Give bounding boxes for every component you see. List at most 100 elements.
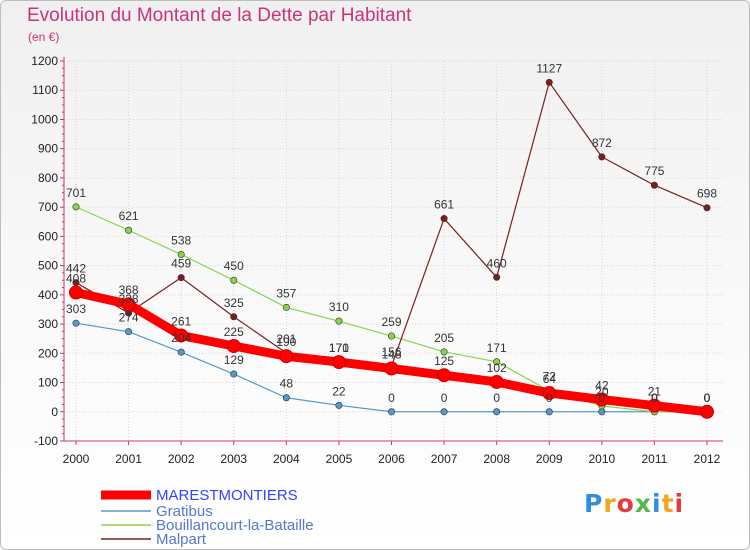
y-tick-label: 0 [51,405,58,419]
data-point [335,401,343,409]
data-label: 661 [434,198,454,212]
y-tick-label: 600 [38,229,58,243]
chart-title: Evolution du Montant de la Dette par Hab… [27,5,412,26]
data-label: 368 [119,283,139,297]
x-tick-label: 2009 [536,452,563,466]
data-label: 538 [171,234,191,248]
data-label: 460 [487,256,507,270]
data-label: 872 [592,136,612,150]
data-point [700,404,714,419]
data-label: 357 [276,286,296,300]
data-point [387,332,395,340]
data-point [282,303,290,311]
data-point [493,358,501,366]
data-point [545,78,553,86]
data-point [230,370,238,378]
logo-letter: x [634,489,652,518]
y-tick-label: 800 [38,171,58,185]
data-point [440,348,448,356]
y-tick-label: 300 [38,317,58,331]
data-label: 450 [224,259,244,273]
legend-label: Malpart [156,531,207,548]
data-point [121,297,136,312]
data-point [335,317,343,325]
y-tick-label: 700 [38,200,58,214]
y-tick-label: 1200 [31,54,58,68]
data-point [69,285,83,300]
data-label: 170 [329,341,349,355]
data-point [598,408,606,416]
x-tick-label: 2011 [642,452,668,466]
data-point [177,251,185,259]
series-0 [69,285,714,419]
data-label: 22 [332,384,346,398]
y-tick-label: -100 [34,434,58,448]
data-label: 621 [119,209,139,223]
y-tick-label: 1100 [32,83,58,97]
data-label: 442 [66,262,86,276]
data-point [440,215,448,223]
data-label: 125 [434,354,454,368]
y-tick-label: 100 [38,376,58,390]
legend-label: MARESTMONTIERS [156,487,298,504]
data-point [545,408,553,416]
data-label: 0 [651,391,658,405]
x-tick-label: 2007 [431,452,458,466]
data-point [230,276,238,284]
series-1 [72,319,711,416]
data-label: 129 [224,353,244,367]
data-point [647,398,662,413]
data-label: 0 [441,391,448,405]
data-label: 201 [276,332,296,346]
data-label: 205 [434,331,454,345]
series-group [69,78,714,419]
data-point [174,328,189,343]
data-label: 171 [329,341,349,355]
x-tick-label: 2012 [694,452,721,466]
data-label: 190 [276,335,296,349]
data-point [125,226,133,234]
x-tick-label: 2010 [588,452,615,466]
data-label: 775 [644,164,664,178]
data-label: 698 [697,187,717,201]
x-tick-label: 2000 [63,452,90,466]
data-point [440,408,448,416]
data-point [387,408,395,416]
data-point [493,408,501,416]
data-label: 459 [171,257,191,271]
logo-letter: P [584,489,604,518]
data-label: 204 [171,331,191,345]
data-label: 156 [381,345,401,359]
grid-lines [64,60,723,442]
data-label: 0 [651,391,658,405]
x-tick-label: 2006 [378,452,405,466]
data-point [384,361,399,376]
x-tick-label: 2002 [168,452,195,466]
data-point [72,203,80,211]
data-label: 310 [329,300,349,314]
data-point [230,313,238,321]
data-point [177,274,185,282]
logo-letter: t [661,489,675,518]
x-tick-label: 2001 [115,452,142,466]
data-label: 64 [543,372,557,386]
data-point [279,349,294,364]
data-label: 303 [66,302,86,316]
data-label: 259 [381,315,401,329]
data-label: 42 [595,378,609,392]
proxiti-logo: Proxiti [584,489,684,518]
x-tick-label: 2008 [483,452,510,466]
data-label: 0 [704,391,711,405]
data-point [703,204,711,212]
x-tick-label: 2005 [326,452,353,466]
data-point [650,181,658,189]
data-label: 225 [224,325,244,339]
data-label: 21 [648,385,662,399]
data-label: 701 [66,186,86,200]
data-label: 0 [704,391,711,405]
data-point [594,392,609,407]
logo-letter: o [616,489,635,518]
legend-label: Gratibus [156,503,213,520]
chart-subtitle: (en €) [28,30,60,44]
